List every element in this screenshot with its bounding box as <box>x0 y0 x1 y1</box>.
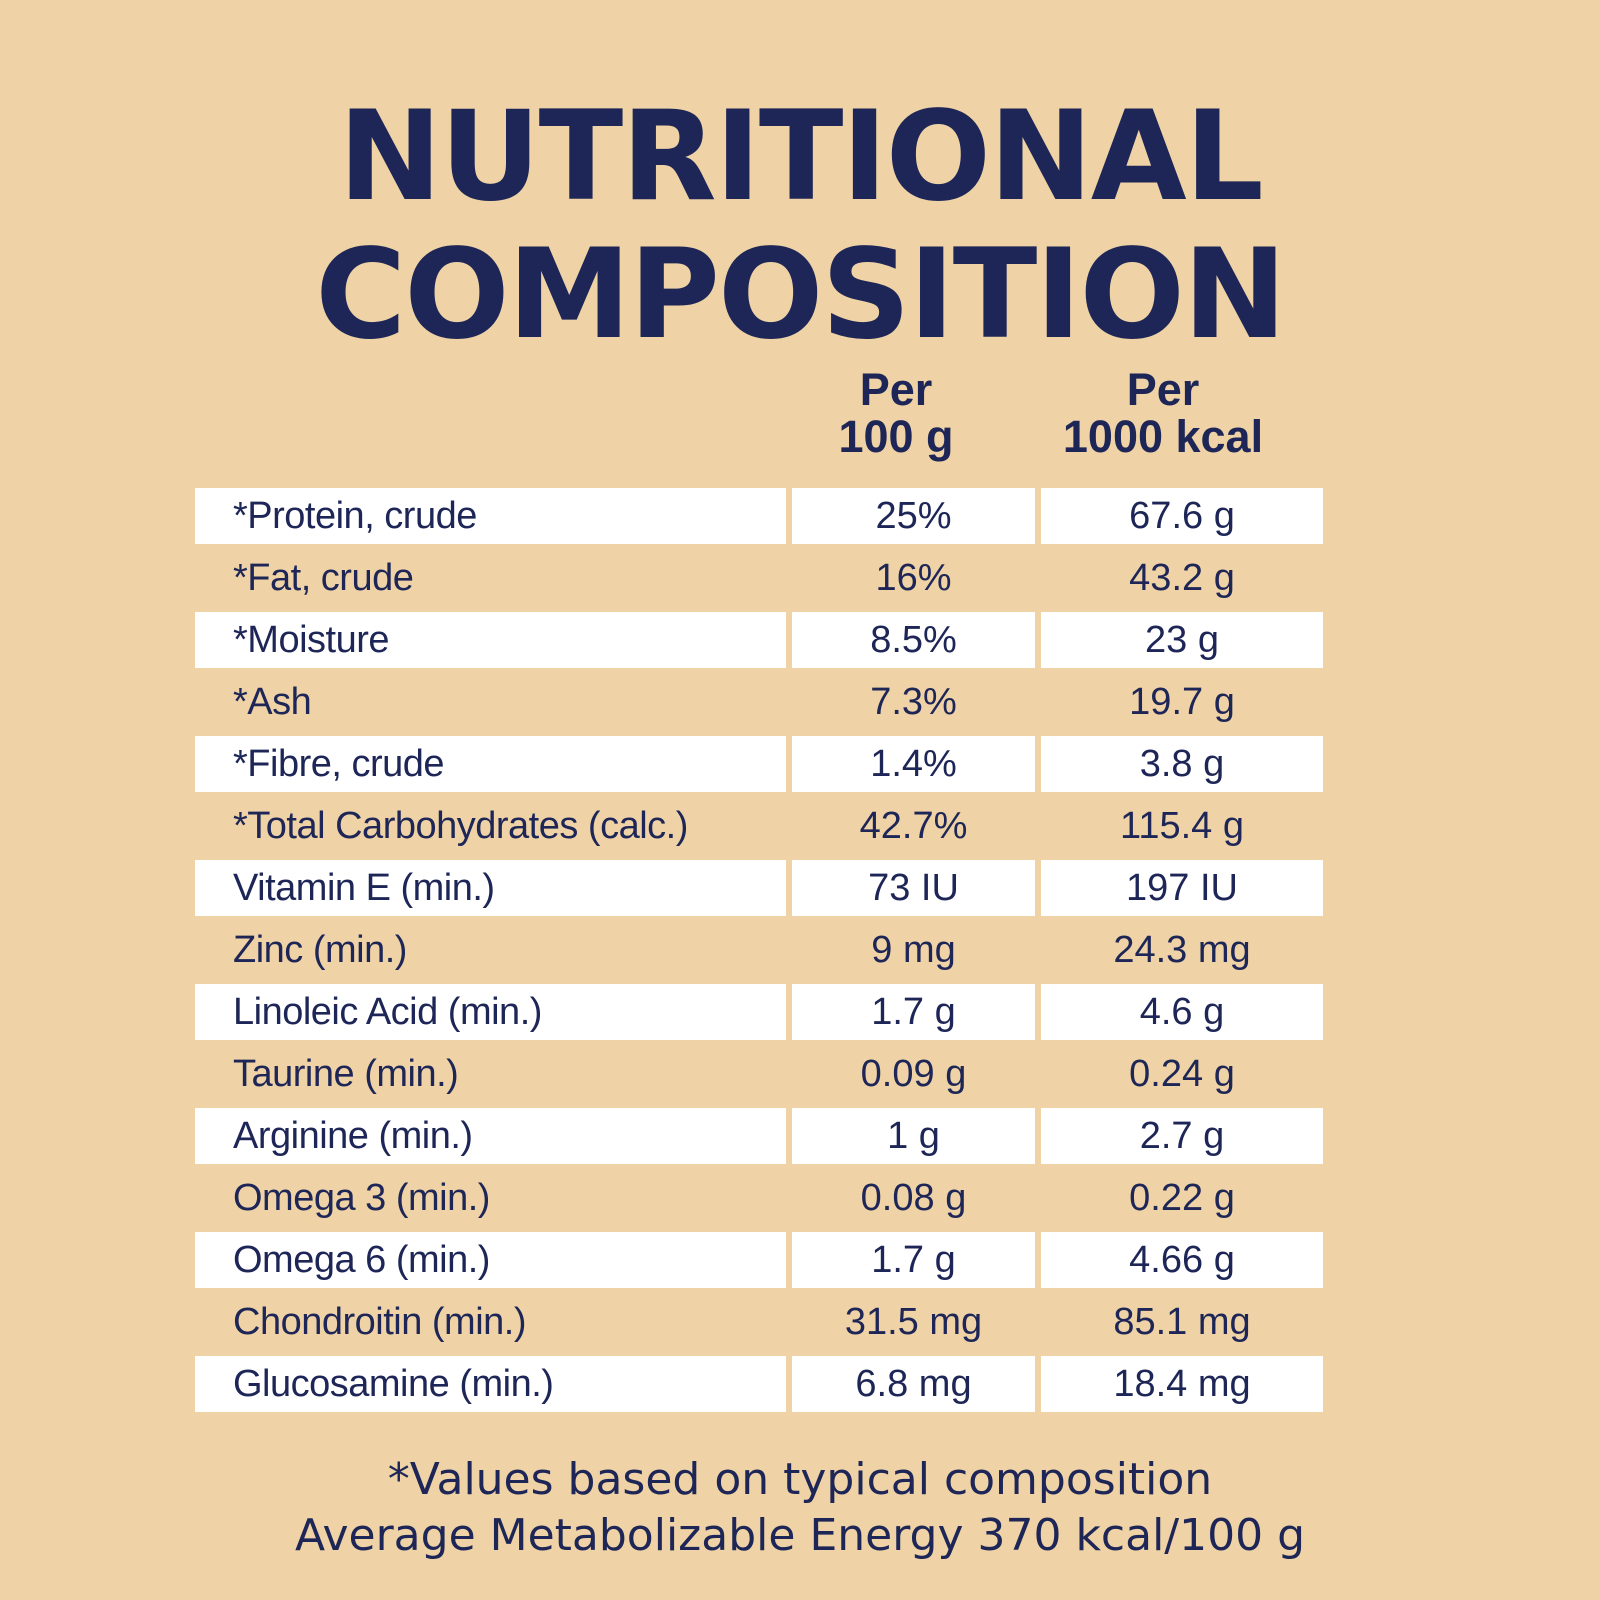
value-per-1000kcal: 85.1 mg <box>1113 1300 1251 1343</box>
table-row: Omega 3 (min.) 0.08 g 0.22 g <box>195 1170 1325 1226</box>
nutrient-name: Taurine (min.) <box>233 1052 459 1095</box>
nutrient-name: *Ash <box>233 680 312 723</box>
footnote-typical-values: *Values based on typical composition <box>387 1454 1213 1505</box>
table-row: *Total Carbohydrates (calc.) 42.7% 115.4 g <box>195 798 1325 854</box>
value-per-100g: 0.09 g <box>860 1052 967 1095</box>
value-per-1000kcal: 23 g <box>1041 612 1323 668</box>
table-row: Glucosamine (min.) 6.8 mg 18.4 mg <box>195 1356 1325 1412</box>
footer-note: *Values based on typical composition Ave… <box>0 1452 1600 1564</box>
footnote-metabolizable-energy: Average Metabolizable Energy 370 kcal/10… <box>294 1510 1306 1561</box>
table-row: Zinc (min.) 9 mg 24.3 mg <box>195 922 1325 978</box>
value-per-100g: 9 mg <box>871 928 956 971</box>
column-header-line-2: 100 g <box>838 411 954 462</box>
nutrient-name: *Protein, crude <box>195 488 786 544</box>
value-per-100g: 73 IU <box>792 860 1035 916</box>
value-per-100g: 1.7 g <box>792 984 1035 1040</box>
value-per-1000kcal: 115.4 g <box>1120 804 1244 847</box>
nutrient-name: Chondroitin (min.) <box>233 1300 527 1343</box>
value-per-1000kcal: 4.6 g <box>1041 984 1323 1040</box>
value-per-100g: 16% <box>875 556 952 599</box>
value-per-1000kcal: 0.24 g <box>1129 1052 1235 1095</box>
nutrient-name: *Total Carbohydrates (calc.) <box>233 804 688 847</box>
column-header-line-1: Per <box>1126 364 1200 415</box>
table-row: Chondroitin (min.) 31.5 mg 85.1 mg <box>195 1294 1325 1350</box>
value-per-1000kcal: 67.6 g <box>1041 488 1323 544</box>
value-per-1000kcal: 2.7 g <box>1041 1108 1323 1164</box>
page-title: NUTRITIONAL COMPOSITION <box>0 88 1600 364</box>
table-row: *Fat, crude 16% 43.2 g <box>195 550 1325 606</box>
column-header-per-100g: Per 100 g <box>776 366 1016 460</box>
value-per-100g: 42.7% <box>859 804 968 847</box>
value-per-100g: 6.8 mg <box>792 1356 1035 1412</box>
value-per-100g: 31.5 mg <box>844 1300 983 1343</box>
nutrient-name: Omega 6 (min.) <box>195 1232 786 1288</box>
nutrient-name: Zinc (min.) <box>233 928 407 971</box>
table-row: Vitamin E (min.) 73 IU 197 IU <box>195 860 1325 916</box>
nutrient-name: Linoleic Acid (min.) <box>195 984 786 1040</box>
value-per-1000kcal: 19.7 g <box>1129 680 1235 723</box>
value-per-1000kcal: 0.22 g <box>1129 1176 1235 1219</box>
table-row: *Fibre, crude 1.4% 3.8 g <box>195 736 1325 792</box>
value-per-1000kcal: 18.4 mg <box>1041 1356 1323 1412</box>
value-per-100g: 1.4% <box>792 736 1035 792</box>
nutrition-table: *Protein, crude 25% 67.6 g *Fat, crude 16% 43… <box>195 488 1325 1418</box>
value-per-100g: 8.5% <box>792 612 1035 668</box>
nutrient-name: *Fat, crude <box>233 556 414 599</box>
value-per-100g: 7.3% <box>870 680 957 723</box>
value-per-100g: 0.08 g <box>860 1176 967 1219</box>
nutrient-name: Glucosamine (min.) <box>195 1356 786 1412</box>
value-per-100g: 25% <box>792 488 1035 544</box>
value-per-1000kcal: 197 IU <box>1041 860 1323 916</box>
title-line-2: COMPOSITION <box>315 223 1286 367</box>
value-per-1000kcal: 43.2 g <box>1129 556 1235 599</box>
nutrient-name: Vitamin E (min.) <box>195 860 786 916</box>
table-row: Arginine (min.) 1 g 2.7 g <box>195 1108 1325 1164</box>
nutrient-name: *Fibre, crude <box>195 736 786 792</box>
value-per-1000kcal: 4.66 g <box>1041 1232 1323 1288</box>
nutrient-name: Arginine (min.) <box>195 1108 786 1164</box>
value-per-1000kcal: 24.3 mg <box>1113 928 1251 971</box>
table-row: Taurine (min.) 0.09 g 0.24 g <box>195 1046 1325 1102</box>
nutrient-name: *Moisture <box>195 612 786 668</box>
column-header-line-1: Per <box>859 364 933 415</box>
table-row: *Moisture 8.5% 23 g <box>195 612 1325 668</box>
nutrient-name: Omega 3 (min.) <box>233 1176 490 1219</box>
column-header-per-1000kcal: Per 1000 kcal <box>1022 366 1304 460</box>
value-per-1000kcal: 3.8 g <box>1041 736 1323 792</box>
table-row: Omega 6 (min.) 1.7 g 4.66 g <box>195 1232 1325 1288</box>
value-per-100g: 1 g <box>792 1108 1035 1164</box>
column-header-line-2: 1000 kcal <box>1062 411 1264 462</box>
table-row: *Protein, crude 25% 67.6 g <box>195 488 1325 544</box>
table-row: *Ash 7.3% 19.7 g <box>195 674 1325 730</box>
table-row: Linoleic Acid (min.) 1.7 g 4.6 g <box>195 984 1325 1040</box>
title-line-1: NUTRITIONAL <box>338 85 1264 229</box>
value-per-100g: 1.7 g <box>792 1232 1035 1288</box>
